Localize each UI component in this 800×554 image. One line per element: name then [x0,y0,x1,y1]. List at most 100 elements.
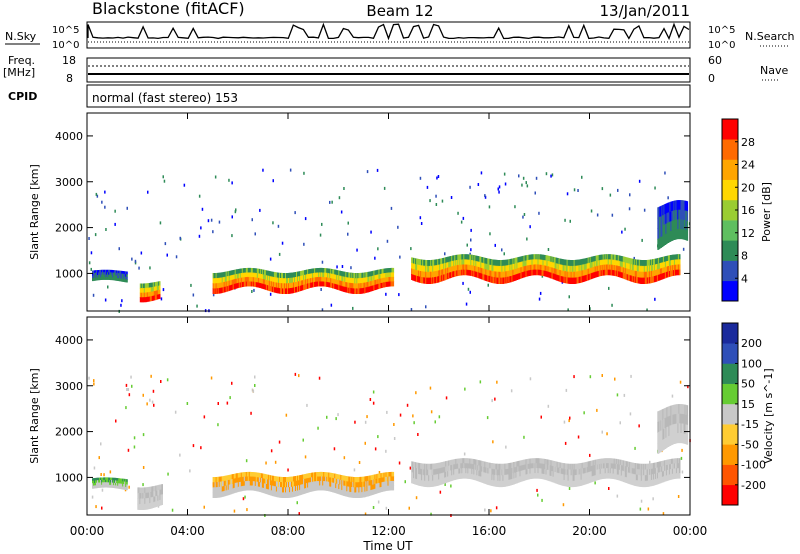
scatter-point [285,413,288,417]
scatter-band-cell [323,277,325,282]
freq-strip [86,57,691,83]
scatter-band-cell [664,408,666,419]
scatter-band-cell [503,469,505,476]
scatter-band-cell [617,459,620,465]
scatter-band-cell [328,481,330,487]
scatter-band-cell [491,265,493,272]
scatter-band-cell [444,472,446,479]
scatter-band-cell [549,465,552,471]
scatter-band-cell [455,270,457,277]
scatter-band-cell [666,464,669,471]
scatter-band-cell [573,469,576,476]
scatter-band-cell [622,267,625,274]
scatter-band-cell [412,477,414,484]
scatter-band-cell [279,288,281,294]
scatter-band-cell [225,490,228,496]
scatter-band-cell [336,488,338,494]
scatter-band-cell [157,290,160,295]
scatter-band-cell [501,265,503,273]
scatter-band-cell [137,487,139,494]
scatter-band-cell [107,484,109,488]
scatter-band-cell [595,266,598,272]
scatter-band-cell [467,463,469,469]
scatter-band-cell [584,269,587,276]
scatter-band-cell [105,477,107,481]
scatter-band-cell [479,261,481,268]
scatter-band-cell [347,282,349,288]
scatter-band-cell [583,467,586,474]
scatter-band-cell [387,481,390,487]
scatter-band-cell [475,459,477,466]
scatter-band-cell [240,277,243,283]
scatter-band-cell [561,479,564,486]
scatter-band-cell [310,273,312,279]
scatter-band-cell [593,272,596,278]
scatter-band-cell [349,272,351,279]
scatter-band-cell [659,257,662,264]
scatter-band-cell [424,463,426,470]
scatter-band-cell [262,487,265,494]
scatter-band-cell [436,468,438,475]
scatter-band-cell [121,276,123,280]
scatter-band-cell [281,492,283,498]
scatter-band-cell [228,285,231,291]
scatter-band-cell [427,277,429,284]
scatter-band-cell [426,260,428,267]
scatter-band-cell [600,473,603,480]
scatter-band-cell [119,275,121,279]
scatter-band-cell [661,267,664,274]
scatter-band-cell [373,275,375,281]
scatter-band-cell [513,472,515,479]
scatter-band-cell [113,272,115,276]
scatter-band-cell [673,404,675,415]
scatter-band-cell [624,466,627,472]
scatter-band-cell [578,265,581,272]
scatter-band-cell [437,276,439,283]
scatter-band-cell [580,264,583,272]
scatter-band-cell [556,274,559,281]
scatter-band-cell [157,485,159,491]
scatter-band-cell [94,272,96,276]
scatter-band-cell [108,484,110,488]
scatter-band-cell [267,484,270,490]
scatter-band-cell [353,492,355,498]
scatter-band-cell [582,462,585,469]
scatter-band-cell [619,464,622,471]
scatter-band-cell [242,277,245,283]
scatter-band-cell [670,469,673,475]
scatter-band-cell [520,460,523,466]
scatter-band-cell [507,474,509,481]
scatter-band-cell [666,271,669,278]
scatter-band-cell [481,466,483,472]
scatter-band-cell [315,281,317,287]
scatter-band-cell [258,268,261,274]
scatter-point [534,191,536,195]
scatter-point [629,412,632,416]
scatter-band-cell [483,472,485,479]
scatter-band-cell [428,260,430,267]
scatter-band-cell [670,201,672,212]
scatter-band-cell [563,468,566,475]
scatter-band-cell [573,260,576,267]
scatter-band-cell [346,272,348,278]
scatter-band-cell [124,481,126,485]
scatter-band-cell [315,481,317,487]
scatter-band-cell [629,263,632,270]
scatter-point [366,415,368,419]
scatter-band-cell [325,485,327,491]
scatter-band-cell [661,236,663,248]
scatter-band-cell [223,490,226,497]
scatter-band-cell [644,475,647,482]
scatter-band-cell [219,272,222,279]
scatter-band-cell [240,477,243,483]
scatter-band-cell [416,264,418,271]
scatter-band-cell [564,480,567,487]
scatter-band-cell [633,463,636,470]
scatter-band-cell [281,283,283,289]
scatter-point [680,456,683,460]
scatter-band-cell [300,479,302,486]
scatter-band-cell [638,463,641,470]
scatter-point [88,261,91,265]
scatter-band-cell [249,485,252,491]
scatter-band-cell [677,423,679,434]
